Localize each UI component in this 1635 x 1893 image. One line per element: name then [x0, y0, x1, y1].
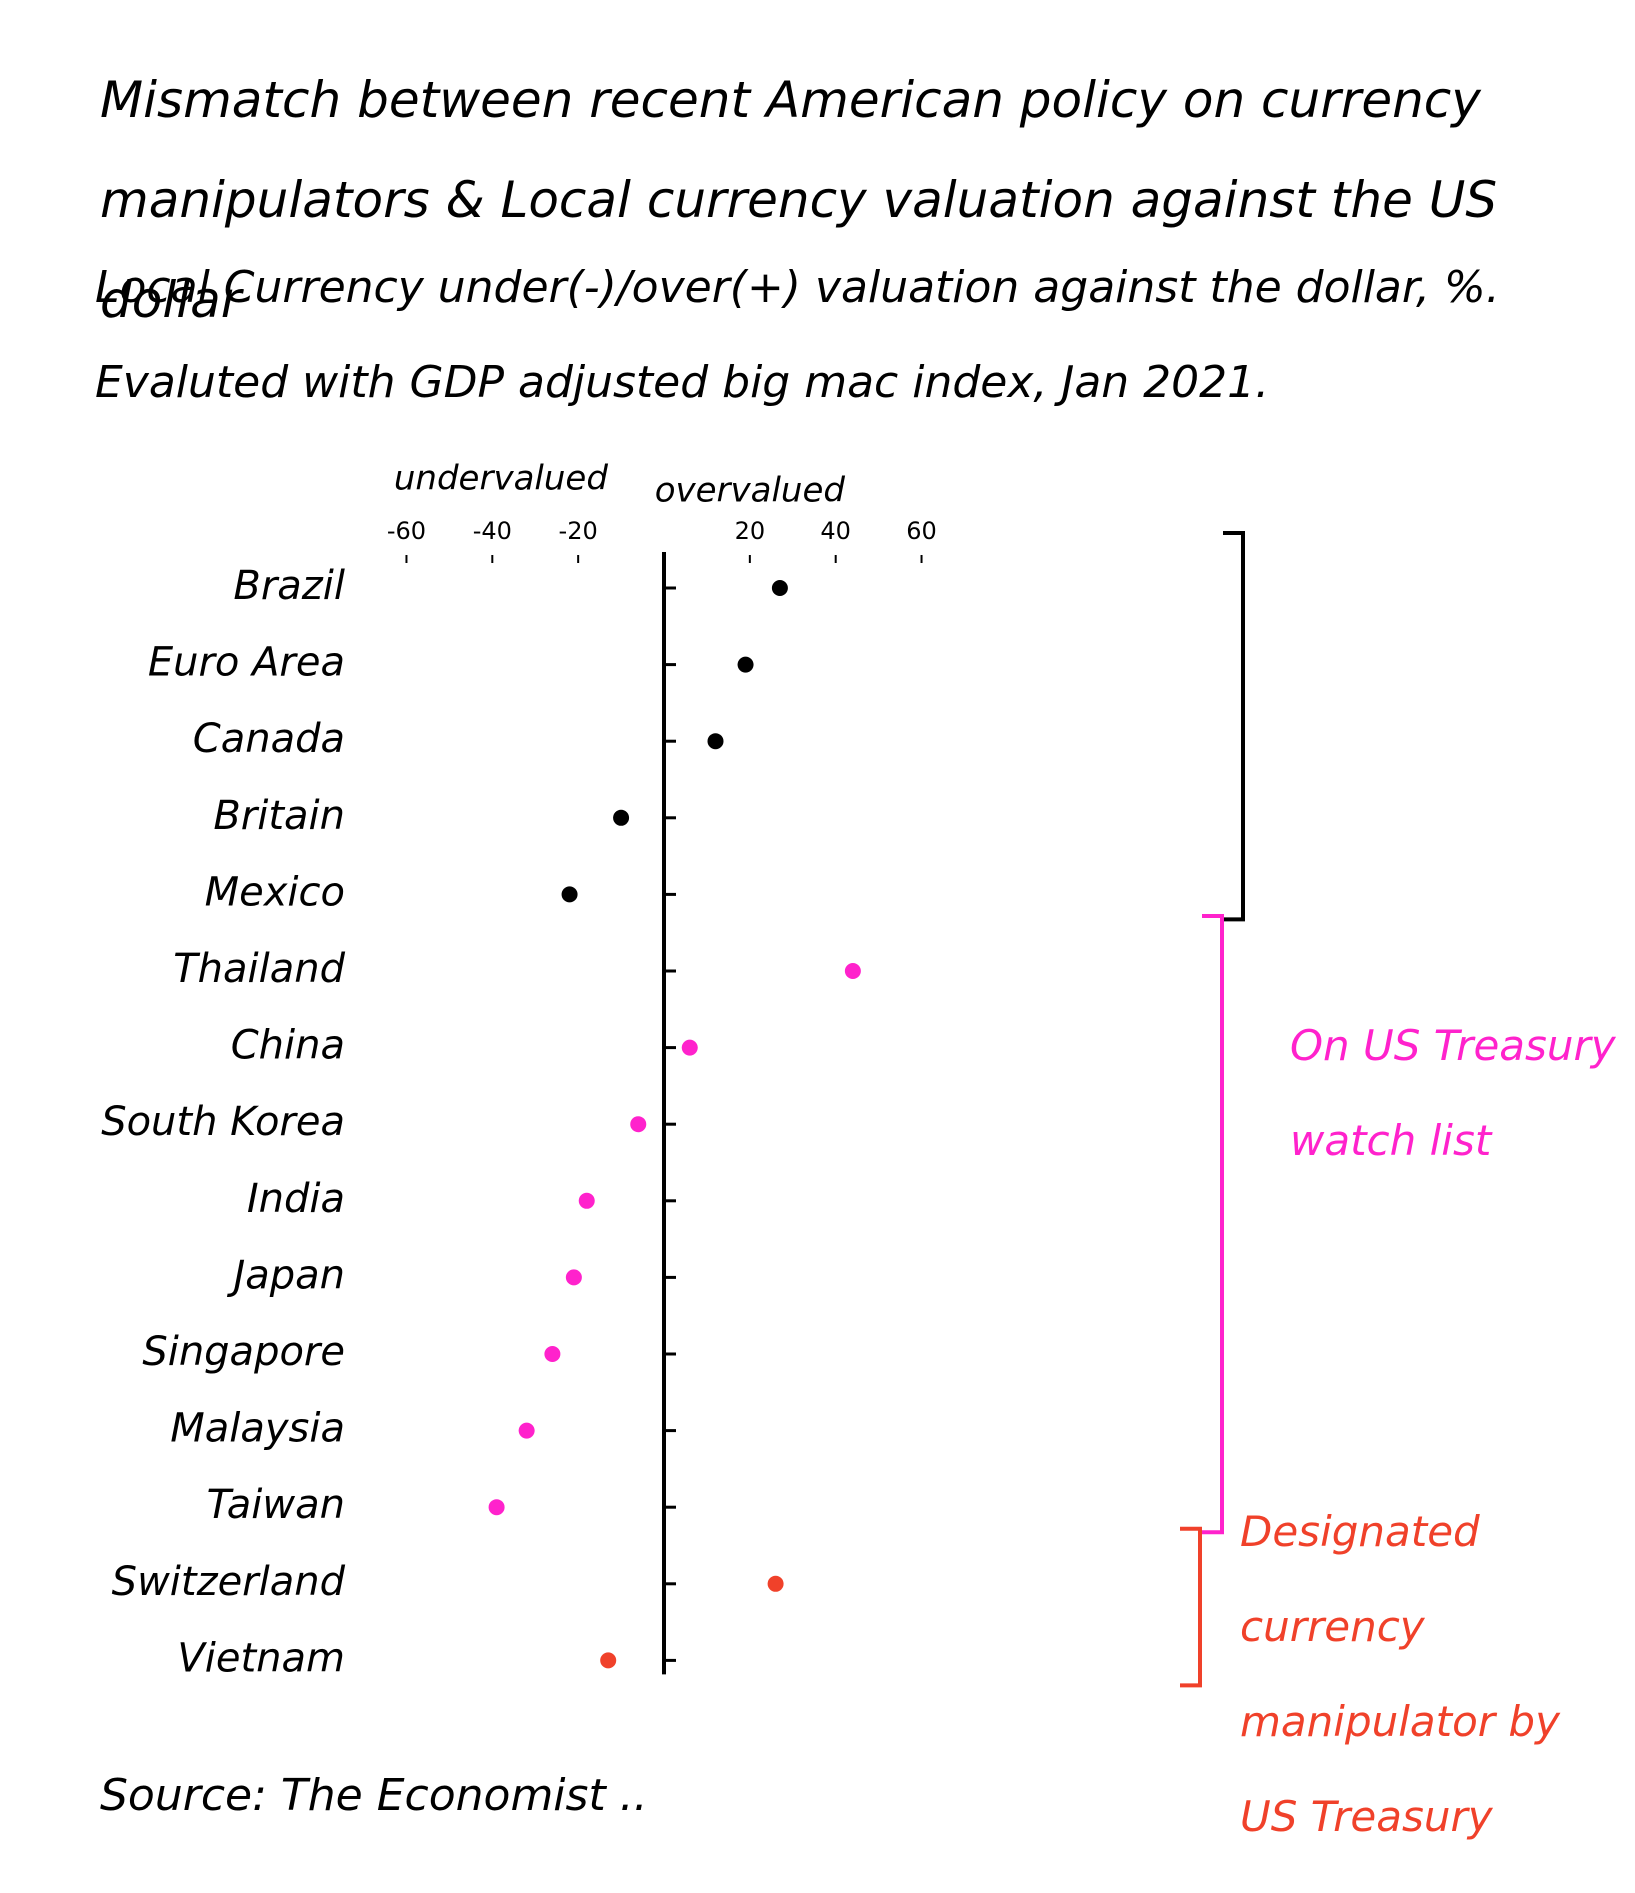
dot: [613, 809, 630, 826]
dot: [844, 963, 861, 979]
category-label: Euro Area: [148, 640, 345, 686]
dot: [737, 656, 754, 673]
category-label: Britain: [213, 793, 345, 839]
dot: [578, 1192, 595, 1209]
legend-label: On US Treasury watch list: [1290, 1020, 1616, 1165]
category-label: Mexico: [205, 869, 345, 915]
x-tick-label: 40: [820, 517, 851, 545]
category-label: Singapore: [142, 1329, 345, 1375]
chart-title: Mismatch between recent American policy …: [100, 71, 1498, 329]
legend-label: Designated currency manipulator by US Tr…: [1240, 1506, 1560, 1841]
group-bracket: [1202, 914, 1224, 1535]
dot: [488, 1499, 505, 1516]
category-label: Switzerland: [112, 1559, 346, 1605]
dot: [518, 1422, 535, 1439]
dot: [707, 733, 724, 750]
category-label: Malaysia: [170, 1406, 345, 1452]
x-tick-label: -60: [387, 517, 426, 545]
dot: [681, 1039, 698, 1056]
category-label: India: [247, 1176, 345, 1222]
dot: [771, 580, 788, 596]
x-tick-label: 60: [906, 517, 937, 545]
category-label: Taiwan: [207, 1482, 345, 1528]
x-tick-label: -20: [559, 517, 598, 545]
category-label: Vietnam: [177, 1635, 345, 1681]
x-axis-label: undervalued: [394, 459, 608, 499]
category-label: Canada: [193, 716, 345, 762]
x-tick-label: 20: [735, 517, 766, 545]
dot: [544, 1346, 561, 1362]
category-label: Japan: [226, 1252, 345, 1298]
dot: [630, 1116, 647, 1133]
dot: [565, 1269, 582, 1286]
dot: [561, 886, 578, 903]
category-label: South Korea: [101, 1099, 345, 1145]
x-axis-label: overvalued: [655, 471, 846, 511]
dot: [767, 1575, 784, 1592]
chart-subtitle: Local Currency under(-)/over(+) valuatio…: [95, 262, 1500, 408]
x-tick-label: -40: [473, 517, 512, 545]
group-bracket: [1180, 1526, 1202, 1688]
category-label: China: [231, 1023, 345, 1069]
source-note: Source: The Economist ..: [100, 1770, 648, 1821]
category-label: Brazil: [233, 563, 345, 609]
dot: [600, 1652, 617, 1669]
group-bracket: [1223, 531, 1245, 922]
category-label: Thailand: [173, 946, 345, 992]
